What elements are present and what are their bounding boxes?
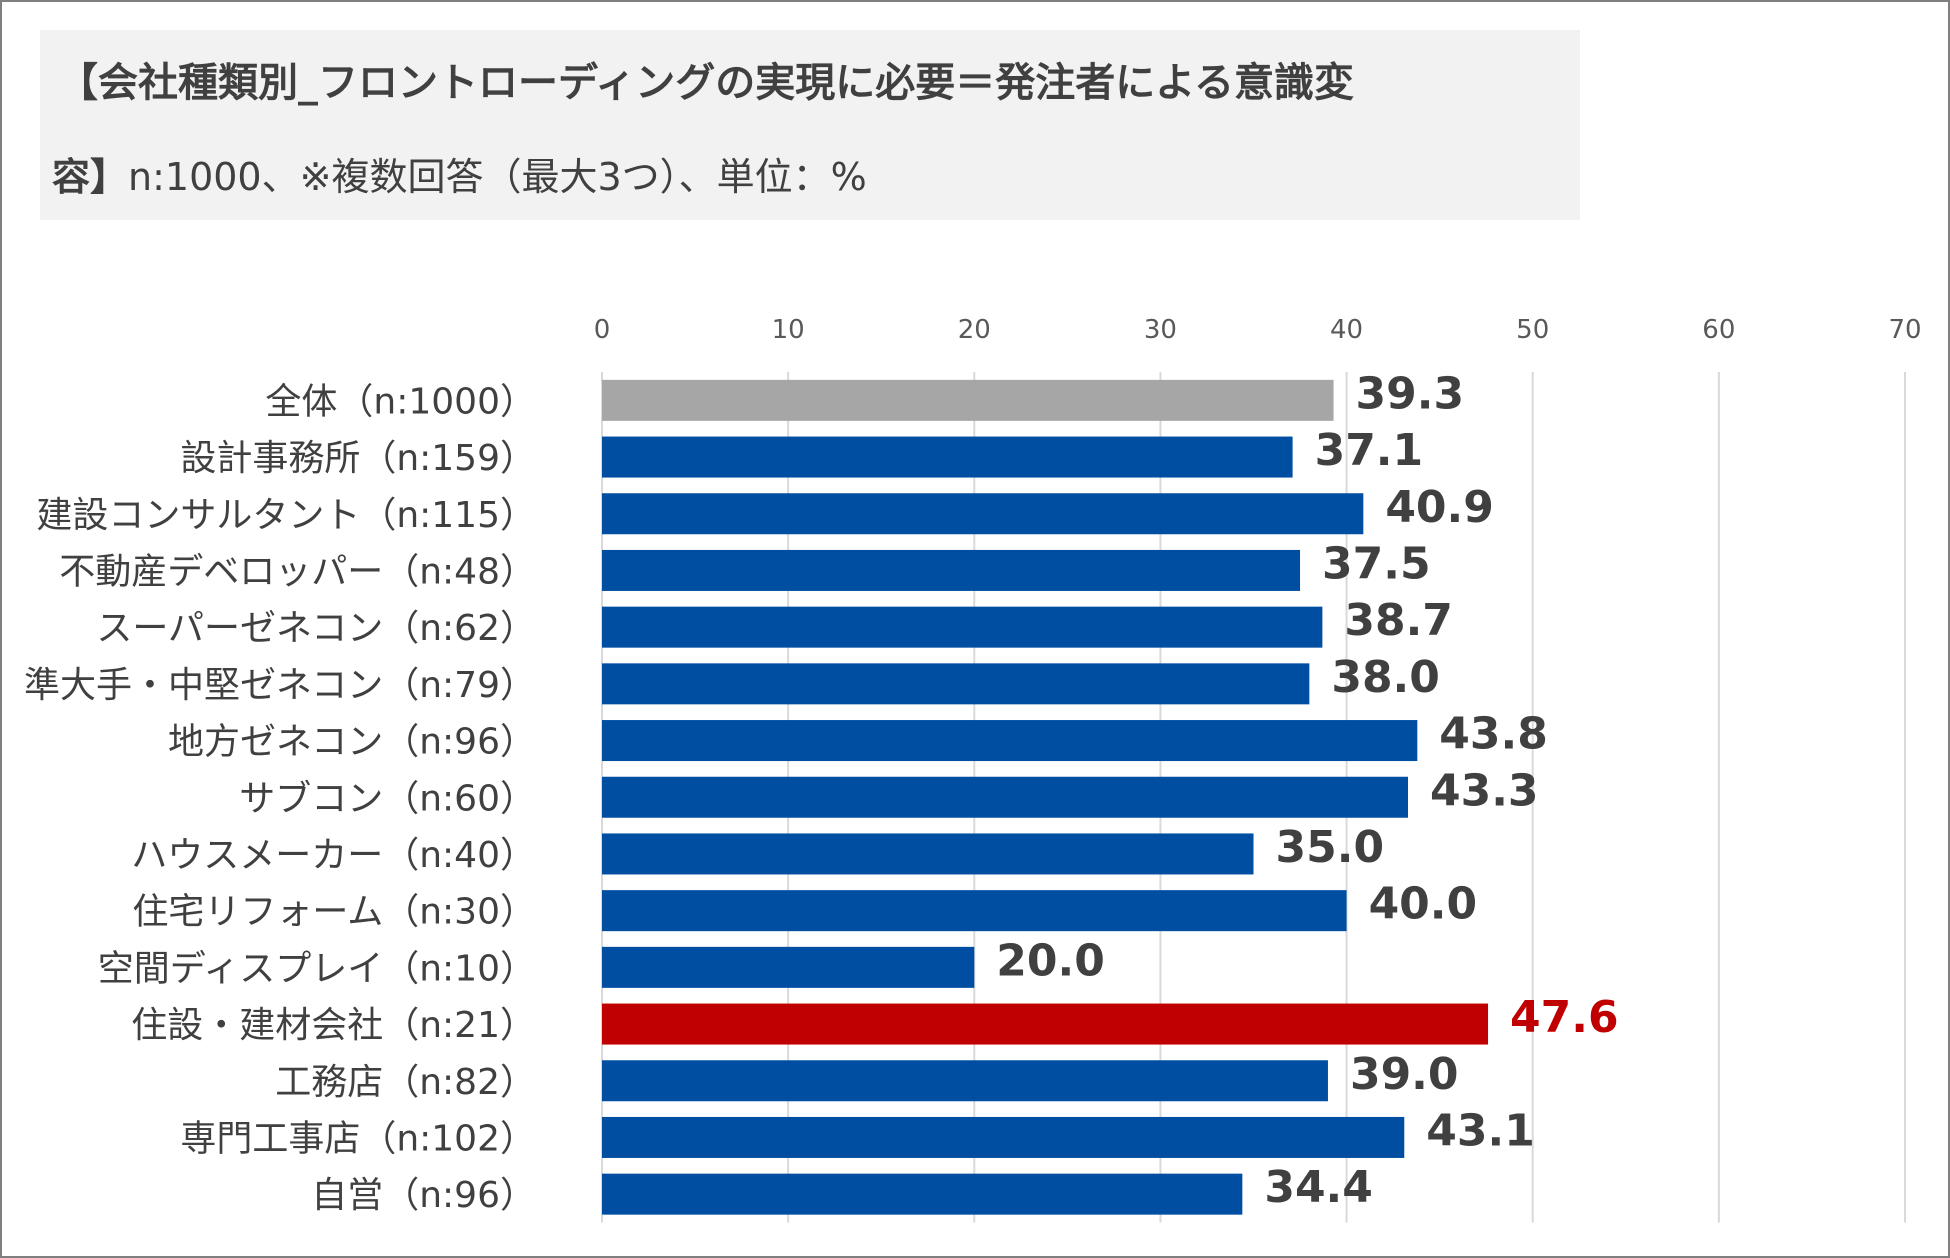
bar-8 [602, 833, 1254, 875]
data-label-6: 43.8 [1439, 709, 1548, 760]
data-label-8: 35.0 [1276, 822, 1385, 873]
data-label-1: 37.1 [1315, 425, 1424, 476]
category-label-7: サブコン（n:60） [239, 778, 536, 819]
data-label-0: 39.3 [1356, 368, 1465, 419]
chart-title-line1: 【会社種類別_フロントローディングの実現に必要＝発注者による意識変 [58, 60, 1354, 106]
category-label-11: 住設・建材会社（n:21） [131, 1005, 536, 1046]
bar-12 [602, 1060, 1328, 1102]
data-label-7: 43.3 [1430, 765, 1539, 816]
bar-11 [602, 1003, 1489, 1045]
bar-4 [602, 606, 1323, 648]
data-label-14: 34.4 [1264, 1162, 1373, 1213]
chart-title-line2-rest: n:1000、※複数回答（最大3つ）、単位：% [128, 155, 867, 199]
bar-10 [602, 946, 975, 988]
data-label-10: 20.0 [996, 935, 1105, 986]
bar-3 [602, 549, 1301, 591]
x-tick-label-60: 60 [1702, 315, 1735, 345]
x-tick-label-50: 50 [1516, 315, 1549, 345]
data-label-2: 40.9 [1385, 482, 1494, 533]
chart-title-line2-bold: 容】 [52, 155, 129, 199]
chart-title-line2: 容】n:1000、※複数回答（最大3つ）、単位：% [52, 146, 867, 201]
category-label-12: 工務店（n:82） [275, 1062, 536, 1103]
category-label-3: 不動産デベロッパー（n:48） [59, 551, 536, 592]
bar-0 [602, 379, 1334, 421]
category-label-6: 地方ゼネコン（n:96） [168, 722, 536, 763]
data-label-9: 40.0 [1369, 879, 1478, 930]
data-label-5: 38.0 [1331, 652, 1440, 703]
x-tick-label-10: 10 [772, 315, 805, 345]
data-label-11: 47.6 [1510, 992, 1619, 1043]
category-label-0: 全体（n:1000） [265, 381, 536, 422]
category-label-13: 専門工事店（n:102） [180, 1118, 536, 1159]
category-label-14: 自営（n:96） [311, 1175, 536, 1216]
x-tick-label-30: 30 [1144, 315, 1177, 345]
x-axis-ticks: 0 10 20 30 40 50 60 70 [594, 315, 1922, 345]
x-tick-label-0: 0 [594, 315, 611, 345]
x-tick-label-20: 20 [958, 315, 991, 345]
bar-5 [602, 663, 1310, 705]
category-label-1: 設計事務所（n:159） [180, 438, 536, 479]
x-tick-label-70: 70 [1888, 315, 1921, 345]
data-label-3: 37.5 [1322, 538, 1431, 589]
data-label-13: 43.1 [1426, 1105, 1535, 1156]
bar-7 [602, 776, 1408, 818]
x-tick-label-40: 40 [1330, 315, 1363, 345]
bar-13 [602, 1116, 1405, 1158]
category-label-9: 住宅リフォーム（n:30） [132, 892, 536, 933]
category-label-10: 空間ディスプレイ（n:10） [98, 948, 536, 989]
category-label-8: ハウスメーカー（n:40） [131, 835, 536, 876]
category-label-4: スーパーゼネコン（n:62） [96, 608, 536, 649]
data-label-12: 39.0 [1350, 1049, 1459, 1100]
category-labels: 全体（n:1000） 設計事務所（n:159） 建設コンサルタント（n:115） 不動… [24, 381, 536, 1216]
category-label-5: 準大手・中堅ゼネコン（n:79） [24, 665, 536, 706]
bars [602, 379, 1489, 1215]
data-label-4: 38.7 [1344, 595, 1453, 646]
title-box: 【会社種類別_フロントローディングの実現に必要＝発注者による意識変 容】n:10… [40, 30, 1580, 220]
data-labels: 39.3 37.1 40.937.5 38.7 38.0 43.843.3 35.0 40.0… [996, 368, 1618, 1213]
category-label-2: 建設コンサルタント（n:115） [36, 495, 536, 536]
bar-1 [602, 436, 1293, 478]
bar-14 [602, 1173, 1243, 1215]
bar-2 [602, 493, 1364, 535]
bar-9 [602, 890, 1347, 932]
bar-6 [602, 720, 1418, 762]
